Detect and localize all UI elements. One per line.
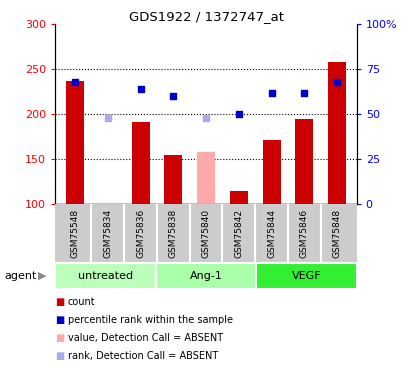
Text: percentile rank within the sample: percentile rank within the sample xyxy=(67,315,232,325)
Bar xyxy=(229,191,247,204)
Text: GSM75846: GSM75846 xyxy=(299,209,308,258)
Text: GSM75840: GSM75840 xyxy=(201,209,210,258)
Title: GDS1922 / 1372747_at: GDS1922 / 1372747_at xyxy=(128,10,283,23)
Text: GSM75842: GSM75842 xyxy=(234,209,243,258)
Bar xyxy=(131,122,149,204)
Text: value, Detection Call = ABSENT: value, Detection Call = ABSENT xyxy=(67,333,222,343)
Text: ■: ■ xyxy=(55,333,65,343)
Bar xyxy=(66,81,84,204)
Text: GSM75838: GSM75838 xyxy=(169,209,178,258)
Point xyxy=(170,93,176,99)
Text: untreated: untreated xyxy=(78,271,133,280)
Point xyxy=(300,90,307,96)
Text: ■: ■ xyxy=(55,315,65,325)
Text: GSM75836: GSM75836 xyxy=(136,209,145,258)
Text: GSM75844: GSM75844 xyxy=(266,209,275,258)
Text: GSM75848: GSM75848 xyxy=(332,209,341,258)
Text: rank, Detection Call = ABSENT: rank, Detection Call = ABSENT xyxy=(67,351,217,361)
Text: count: count xyxy=(67,297,95,307)
Point xyxy=(72,79,78,85)
Point xyxy=(104,115,111,121)
Bar xyxy=(164,155,182,204)
Bar xyxy=(327,62,345,204)
Text: VEGF: VEGF xyxy=(291,271,321,280)
Text: ■: ■ xyxy=(55,351,65,361)
Text: agent: agent xyxy=(4,271,36,280)
Point xyxy=(333,79,339,85)
Text: GSM75548: GSM75548 xyxy=(70,209,79,258)
Bar xyxy=(294,119,312,204)
Point xyxy=(137,86,144,92)
Point xyxy=(235,111,241,117)
Bar xyxy=(197,152,214,204)
Text: ▶: ▶ xyxy=(38,271,47,280)
Bar xyxy=(262,140,280,204)
Point xyxy=(267,90,274,96)
Point xyxy=(202,115,209,121)
Text: ■: ■ xyxy=(55,297,65,307)
Text: GSM75834: GSM75834 xyxy=(103,209,112,258)
Text: Ang-1: Ang-1 xyxy=(189,271,222,280)
